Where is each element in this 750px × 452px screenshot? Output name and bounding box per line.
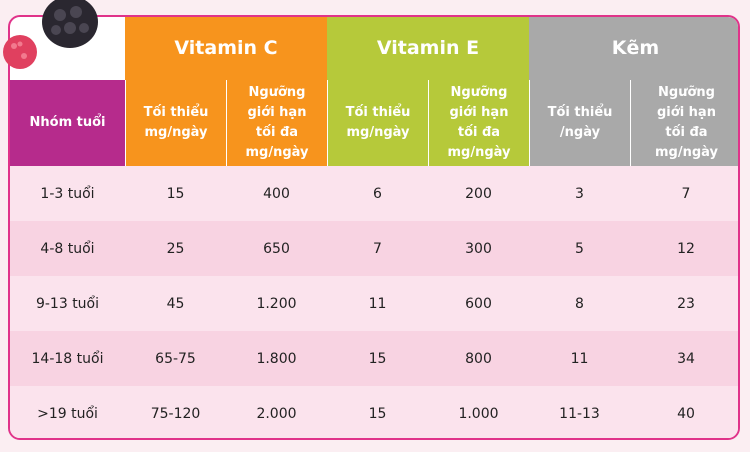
table-cell: 2.000 <box>226 386 327 438</box>
table-cell: 6 <box>327 166 428 221</box>
table-cell: 34 <box>630 331 738 386</box>
group-header: Vitamin C <box>125 17 327 80</box>
table-cell: 400 <box>226 166 327 221</box>
table: Vitamin C Vitamin E Kẽm Nhóm tuổi Tối thiểu … <box>8 15 740 440</box>
table-cell: 15 <box>125 166 226 221</box>
column-header: Tối thiểu /ngày <box>529 80 630 166</box>
table-cell: 15 <box>327 331 428 386</box>
table-cell: 200 <box>428 166 529 221</box>
table-cell: 75-120 <box>125 386 226 438</box>
table-cell: 1.200 <box>226 276 327 331</box>
table-cell: 8 <box>529 276 630 331</box>
row-label: 9-13 tuổi <box>10 276 125 331</box>
table-cell: 650 <box>226 221 327 276</box>
row-label: 14-18 tuổi <box>10 331 125 386</box>
table-cell: 800 <box>428 331 529 386</box>
table-cell: 12 <box>630 221 738 276</box>
row-label: 4-8 tuổi <box>10 221 125 276</box>
column-header: Ngưỡng giới hạn tối đa mg/ngày <box>428 80 529 166</box>
column-header: Nhóm tuổi <box>10 80 125 166</box>
column-header: Ngưỡng giới hạn tối đa mg/ngày <box>226 80 327 166</box>
row-label: 1-3 tuổi <box>10 166 125 221</box>
column-header: Tối thiểu mg/ngày <box>327 80 428 166</box>
table-cell: 11 <box>327 276 428 331</box>
column-header: Ngưỡng giới hạn tối đa mg/ngày <box>630 80 738 166</box>
table-cell: 23 <box>630 276 738 331</box>
berries <box>3 0 98 69</box>
table-cell: 7 <box>630 166 738 221</box>
group-header: Kẽm <box>529 17 738 80</box>
group-header: Vitamin E <box>327 17 529 80</box>
table-cell: 65-75 <box>125 331 226 386</box>
table-cell: 600 <box>428 276 529 331</box>
table-cell: 300 <box>428 221 529 276</box>
table-cell: 5 <box>529 221 630 276</box>
table-cell: 1.800 <box>226 331 327 386</box>
table-cell: 11-13 <box>529 386 630 438</box>
table-cell: 3 <box>529 166 630 221</box>
table-cell: 45 <box>125 276 226 331</box>
table-cell: 40 <box>630 386 738 438</box>
row-label: >19 tuổi <box>10 386 125 438</box>
table-cell: 15 <box>327 386 428 438</box>
table-cell: 7 <box>327 221 428 276</box>
table-cell: 1.000 <box>428 386 529 438</box>
table-cell: 11 <box>529 331 630 386</box>
column-header: Tối thiểu mg/ngày <box>125 80 226 166</box>
table-cell: 25 <box>125 221 226 276</box>
